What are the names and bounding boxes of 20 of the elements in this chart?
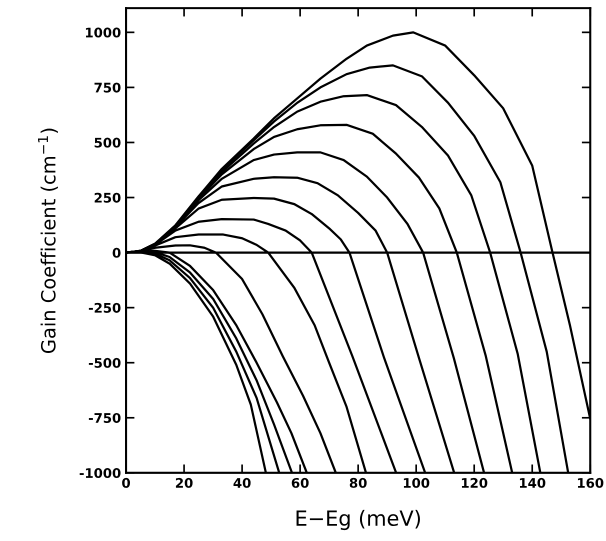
x-axis-title: E−Eg (meV) (296, 510, 420, 530)
x-tick-label: 20 (176, 478, 193, 488)
y-tick-label: 250 (94, 192, 121, 203)
x-tick-label: 100 (404, 478, 430, 488)
x-tick-label: 140 (520, 478, 546, 488)
x-tick-label: 120 (462, 478, 488, 488)
y-tick-label: 1000 (86, 28, 121, 38)
x-tick-label: 160 (578, 478, 604, 488)
y-axis-title: Gain Coefficient (cm$^{−1}$) (38, 128, 58, 354)
y-tick-label: -1000 (80, 468, 121, 478)
y-tick-label: -250 (88, 302, 121, 313)
y-tick-label: -500 (88, 358, 121, 368)
y-tick-label: -750 (88, 412, 121, 423)
x-tick-label: 0 (122, 478, 130, 488)
y-tick-label: 500 (94, 138, 121, 148)
x-tick-label: 60 (292, 478, 309, 488)
y-tick-label: 750 (94, 82, 121, 93)
y-tick-label: 0 (112, 248, 121, 258)
x-tick-label: 80 (350, 478, 367, 488)
x-tick-label: 40 (234, 478, 251, 488)
